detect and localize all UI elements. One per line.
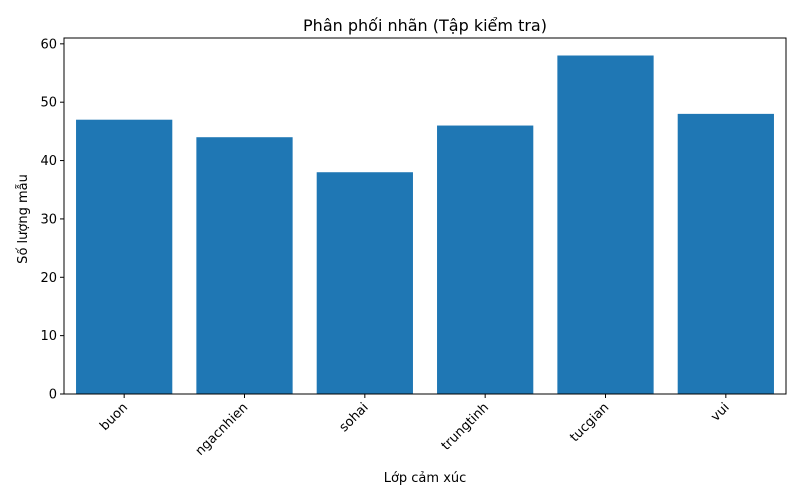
y-tick-label-20: 20 <box>40 271 57 286</box>
plot-frame <box>63 37 787 395</box>
bar-sohai <box>316 172 413 394</box>
chart-title: Phân phối nhãn (Tập kiểm tra) <box>303 16 547 35</box>
y-tick-label-10: 10 <box>40 329 57 344</box>
y-tick-label-30: 30 <box>40 212 57 227</box>
bar-buon <box>76 119 173 394</box>
y-tick-label-50: 50 <box>40 96 57 111</box>
y-tick-label-40: 40 <box>40 154 57 169</box>
y-tick-label-0: 0 <box>49 388 57 403</box>
bar-vui <box>677 113 774 395</box>
x-axis-label: Lớp cảm xúc <box>384 471 467 486</box>
bar-tucgian <box>557 55 654 394</box>
y-axis-label: Số lượng mẫu <box>16 174 31 264</box>
bar-ngacnhien <box>196 137 293 394</box>
y-tick-label-60: 60 <box>40 37 57 52</box>
bar-trungtinh <box>437 125 534 394</box>
